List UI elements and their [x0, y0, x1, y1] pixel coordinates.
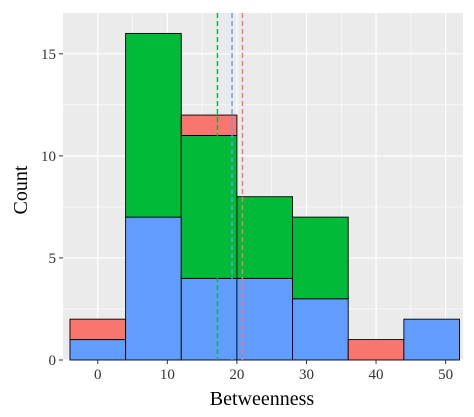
- histogram-bar-series-1-bin-5: [292, 298, 349, 361]
- histogram-bar-series-1-bin-1: [69, 339, 127, 361]
- x-tick-label: 20: [229, 367, 244, 383]
- x-tick-label: 0: [94, 367, 102, 383]
- y-tick-label: 0: [49, 353, 57, 369]
- axes: 0 10 20 30 40 50 0 5 10 15: [41, 47, 453, 383]
- y-tick-label: 5: [49, 251, 57, 267]
- histogram-bar-series-2-bin-5: [292, 216, 349, 300]
- histogram-bar-series-1-bin-4: [236, 277, 294, 361]
- x-tick-label: 10: [160, 367, 175, 383]
- bars: [69, 32, 460, 361]
- y-tick-label: 10: [41, 149, 56, 165]
- x-axis-title: Betweenness: [210, 388, 315, 410]
- histogram-bar-series-3-bin-1: [69, 318, 127, 341]
- mean-lines: [216, 13, 244, 360]
- histogram-bar-series-1-bin-3: [180, 277, 238, 361]
- histogram-bar-series-2-bin-4: [236, 196, 294, 279]
- histogram-bar-series-1-bin-7: [403, 318, 460, 361]
- x-tick-label: 30: [299, 367, 314, 383]
- y-axis-title: Count: [10, 165, 32, 214]
- histogram-bar-series-1-bin-2: [125, 216, 182, 361]
- x-tick-label: 40: [369, 367, 384, 383]
- histogram-bar-series-3-bin-6: [347, 339, 405, 361]
- y-tick-label: 15: [41, 47, 56, 63]
- histogram-bar-series-3-bin-3: [180, 114, 238, 136]
- x-tick-label: 50: [438, 367, 453, 383]
- histogram-bar-series-2-bin-3: [180, 135, 238, 279]
- histogram-bar-series-2-bin-2: [125, 32, 182, 218]
